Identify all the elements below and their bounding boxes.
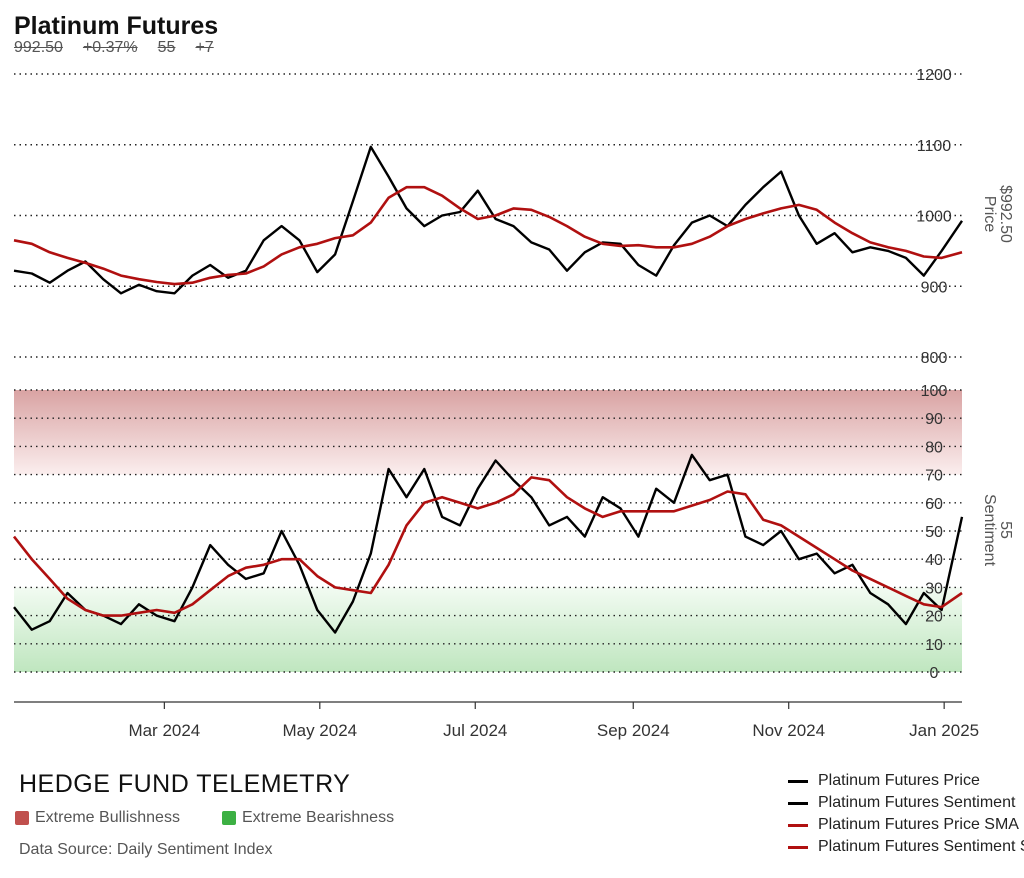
legend-swatch xyxy=(788,801,808,805)
legend-label: Platinum Futures Price SMA xyxy=(818,816,1019,833)
header-sentiment: 55 xyxy=(157,39,176,56)
axes: 800 900 1000 1100 1200 0 10 20 30 40 50 60 70 80 90 100… xyxy=(14,67,1014,740)
price-tick-label: 1100 xyxy=(917,138,952,155)
legend-item-price-sma[interactable]: Platinum Futures Price SMA xyxy=(788,814,1024,836)
key-bearish-label: Extreme Bearishness xyxy=(242,809,395,826)
price-tick-label: 1200 xyxy=(916,67,952,84)
x-tick-label: Jan 2025 xyxy=(909,721,979,740)
price-tick-label: 900 xyxy=(921,279,948,296)
sentiment-tick-label: 70 xyxy=(925,468,943,485)
header-change: +0.37% xyxy=(82,39,138,56)
zone-extreme-bearishness xyxy=(14,587,962,672)
sentiment-tick-label: 30 xyxy=(925,580,943,597)
legend-label: Platinum Futures Sentiment xyxy=(818,794,1016,811)
price-tick-label: 800 xyxy=(921,350,948,367)
sentiment-zones xyxy=(14,390,962,672)
legend-swatch xyxy=(788,823,808,827)
x-tick-label: May 2024 xyxy=(282,721,357,740)
key-bearish: Extreme Bearishness xyxy=(222,809,394,827)
legend-item-sentiment[interactable]: Platinum Futures Sentiment xyxy=(788,792,1024,814)
key-bearish-swatch xyxy=(222,811,236,825)
x-tick-label: Sep 2024 xyxy=(597,721,670,740)
sentiment-tick-label: 80 xyxy=(925,439,943,456)
header-stats: 992.50 +0.37% 55 +7 xyxy=(14,39,234,57)
sentiment-tick-label: 50 xyxy=(925,524,943,541)
key-bullish-label: Extreme Bullishness xyxy=(35,809,180,826)
zone-extreme-bullishness xyxy=(14,390,962,475)
sentiment-tick-label: 10 xyxy=(925,637,943,654)
price-axis-title: Price $992.50 xyxy=(981,185,1014,243)
price-tick-label: 1000 xyxy=(916,209,952,226)
grid-lines xyxy=(14,73,962,673)
x-tick-label: Nov 2024 xyxy=(752,721,825,740)
header-price: 992.50 xyxy=(14,39,63,56)
legend-swatch xyxy=(788,845,808,849)
x-tick-label: Jul 2024 xyxy=(443,721,507,740)
sentiment-tick-label: 60 xyxy=(925,496,943,513)
sentiment-ylabel: Sentiment xyxy=(981,494,998,567)
sentiment-tick-label: 100 xyxy=(921,383,948,400)
legend-label: Platinum Futures Sentiment SMA xyxy=(818,838,1024,855)
price-ylabel: Price xyxy=(981,196,998,233)
chart-title: Platinum Futures xyxy=(14,12,219,40)
sentiment-tick-label: 0 xyxy=(930,665,939,682)
header-sentiment-change: +7 xyxy=(195,39,214,56)
series-lines xyxy=(12,145,964,634)
sentiment-series-line xyxy=(13,453,964,634)
legend-item-sentiment-sma[interactable]: Platinum Futures Sentiment SMA xyxy=(788,836,1024,858)
legend-item-price[interactable]: Platinum Futures Price xyxy=(788,770,1024,792)
key-bullish: Extreme Bullishness xyxy=(15,809,180,827)
x-tick-label: Mar 2024 xyxy=(128,721,200,740)
data-source: Data Source: Daily Sentiment Index xyxy=(19,841,273,858)
sentiment-tick-label: 40 xyxy=(925,552,943,569)
sentiment-sma-line xyxy=(12,476,963,617)
sentiment-axis-title: Sentiment 55 xyxy=(981,494,1014,567)
sentiment-last-value: 55 xyxy=(997,521,1014,539)
legend-label: Platinum Futures Price xyxy=(818,772,980,789)
sentiment-tick-label: 90 xyxy=(925,411,943,428)
legend-swatch xyxy=(788,779,808,783)
price-last-value: $992.50 xyxy=(997,185,1014,243)
chart-legend: Platinum Futures Price Platinum Futures … xyxy=(788,770,1024,858)
sentiment-tick-label: 20 xyxy=(925,609,943,626)
price-series-line xyxy=(13,145,963,295)
price-sma-line xyxy=(13,185,963,286)
brand-name: HEDGE FUND TELEMETRY xyxy=(19,770,351,798)
key-bullish-swatch xyxy=(15,811,29,825)
